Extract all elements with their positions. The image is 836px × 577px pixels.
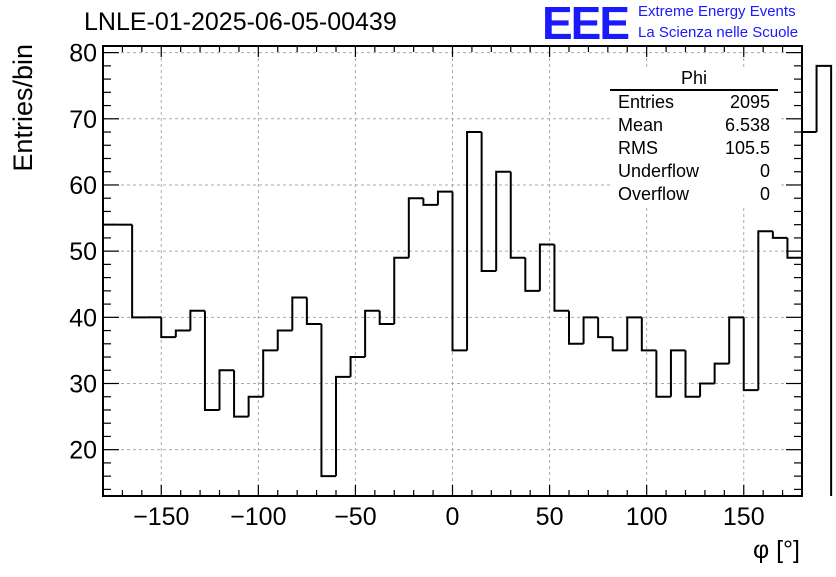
x-tick-label: −50 [334, 503, 376, 531]
histogram-bin [131, 224, 147, 319]
stats-label: Overflow [618, 184, 690, 204]
logo-subtitle-2: La Scienza nelle Scuole [638, 24, 799, 41]
histogram-bin [669, 349, 686, 397]
histogram-bin [291, 296, 307, 331]
stats-row-mean: Mean 6.538 [610, 114, 778, 137]
stats-value: 105.5 [724, 138, 770, 158]
x-tick-label: 100 [626, 503, 668, 531]
stats-title: Phi [610, 68, 778, 91]
axis-ticks [102, 46, 803, 496]
x-tick-label: 0 [446, 503, 460, 531]
stats-label: Underflow [618, 161, 700, 181]
stats-box: Phi Entries 2095 Mean 6.538 RMS 105.5 Un… [610, 68, 778, 206]
histogram-bin [538, 243, 555, 291]
histogram-bin [742, 317, 759, 392]
stats-row-entries: Entries 2095 [610, 91, 778, 114]
histogram-bin [364, 309, 380, 358]
eee-logo: EEE [542, 0, 630, 49]
histogram-bin [174, 329, 191, 338]
histogram-bin [626, 316, 642, 351]
histogram-bin [320, 323, 336, 478]
histogram-bin [757, 230, 773, 391]
stats-value: 6.538 [724, 115, 770, 135]
stats-row-rms: RMS 105.5 [610, 137, 778, 160]
histogram-bin [582, 316, 599, 344]
histogram-bin [597, 317, 613, 339]
histogram-bin [524, 257, 540, 292]
y-tick-label: 60 [69, 172, 97, 200]
histogram-bin [495, 170, 511, 271]
histogram-bin [786, 237, 802, 259]
histogram-bin [393, 256, 409, 324]
chart-title: LNLE-01-2025-06-05-00439 [84, 8, 397, 36]
histogram-bin [218, 369, 235, 410]
histogram-bin [728, 316, 744, 364]
histogram-bin [262, 349, 278, 397]
histogram-bin [568, 310, 584, 345]
x-axis-label: φ [°] [753, 536, 800, 564]
histogram-bin [378, 310, 395, 325]
histogram-bin [203, 310, 220, 411]
stats-row-overflow: Overflow 0 [610, 183, 778, 206]
histogram-bin [684, 350, 701, 398]
x-tick-label: −100 [230, 503, 286, 531]
x-tick-label: 50 [536, 503, 564, 531]
histogram-bin [335, 375, 351, 477]
stats-value: 0 [759, 161, 770, 181]
histogram-bin [422, 198, 438, 206]
histogram-bin [233, 370, 249, 418]
histogram-bin [611, 337, 628, 352]
stats-label: RMS [618, 138, 658, 158]
x-tick-label: 150 [723, 503, 765, 531]
histogram-bin [349, 356, 366, 377]
y-axis-label: Entries/bin [8, 44, 38, 172]
histogram-bin [189, 309, 205, 331]
stats-label: Mean [618, 115, 664, 135]
histogram-bin [276, 329, 293, 351]
histogram-bin [436, 190, 453, 205]
y-tick-label: 50 [69, 238, 97, 266]
histogram-bin [509, 171, 526, 259]
stats-value: 2095 [729, 92, 770, 112]
y-tick-label: 80 [69, 40, 97, 68]
histogram-bin [247, 395, 264, 417]
histogram-bin [102, 223, 118, 496]
x-tick-label: −150 [133, 503, 189, 531]
histogram-bin [815, 64, 833, 496]
histogram-bin [553, 244, 569, 312]
histogram-bin [713, 362, 730, 384]
histogram-bin [655, 350, 671, 398]
histogram-bin [480, 132, 497, 272]
histogram-bin [451, 191, 468, 352]
tick-labels: −150 −100 −50 0 50 100 150 20 30 40 50 60 70 80 [69, 40, 764, 531]
histogram-bars [102, 64, 833, 496]
stats-label: Entries [618, 92, 675, 112]
histogram-bin [640, 317, 657, 352]
y-tick-label: 40 [69, 304, 97, 332]
y-tick-label: 30 [69, 371, 97, 399]
histogram-bin [699, 382, 715, 397]
histogram-bin [305, 297, 322, 325]
stats-value: 0 [759, 184, 770, 204]
histogram-bin [801, 131, 817, 258]
y-tick-label: 20 [69, 437, 97, 465]
histogram-bin [160, 317, 176, 339]
logo-subtitle-1: Extreme Energy Events [638, 3, 796, 20]
histogram-bin [771, 231, 788, 239]
histogram-bin [407, 197, 424, 258]
stats-row-underflow: Underflow 0 [610, 160, 778, 183]
histogram-bin [466, 131, 482, 351]
y-tick-label: 70 [69, 106, 97, 134]
